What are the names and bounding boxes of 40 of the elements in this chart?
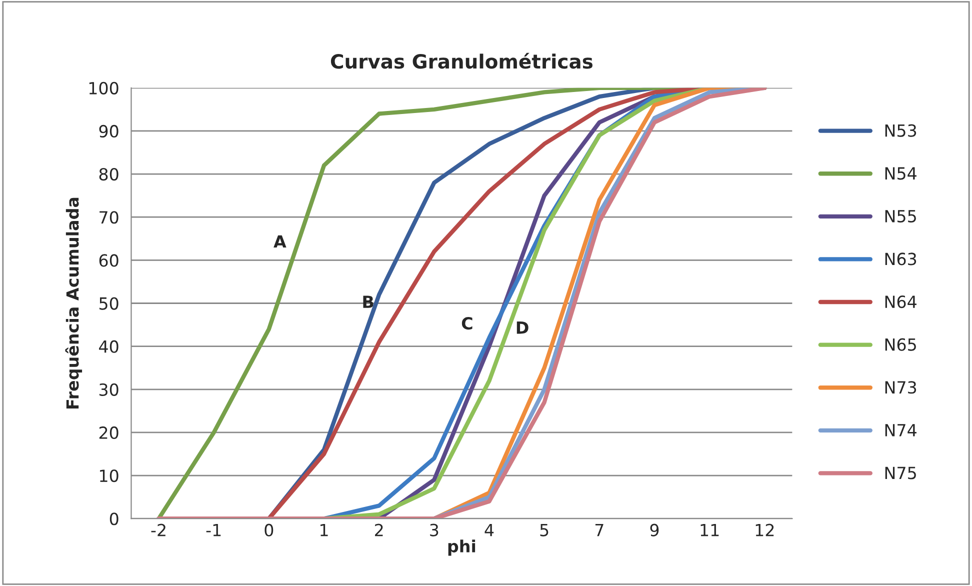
x-tick-label: 1 [320, 524, 328, 536]
annotation: C [462, 317, 472, 330]
x-tick-label: 9 [650, 524, 659, 536]
y-tick-label: 50 [99, 297, 118, 310]
legend-label: N53 [885, 124, 916, 137]
y-tick-label: 90 [99, 124, 118, 138]
legend-label: N55 [885, 210, 916, 222]
x-axis-title: phi [448, 540, 476, 556]
x-tick-label: 5 [540, 524, 548, 536]
line-series [156, 88, 767, 519]
legend-label: N74 [885, 424, 916, 436]
x-tick-label: 0 [264, 524, 274, 536]
x-tick-label: 7 [595, 524, 604, 536]
annotation: B [363, 296, 374, 308]
y-tick-label: 40 [99, 340, 118, 353]
x-tick-label: 12 [756, 524, 774, 536]
x-tick-label: 4 [484, 524, 494, 536]
legend-label: N73 [885, 381, 916, 394]
x-tick-label: -2 [151, 524, 166, 536]
y-tick-label: 20 [99, 426, 118, 440]
legend-label: N65 [885, 338, 916, 351]
legend-label: N75 [885, 466, 916, 480]
y-tick-label: 10 [100, 470, 118, 482]
y-axis-title: Frequência Acumulada [65, 198, 82, 408]
legend-label: N63 [885, 252, 916, 266]
x-tick-label: 3 [430, 524, 438, 536]
legend-label: N64 [885, 295, 916, 308]
annotation: D [516, 322, 528, 334]
chart-title: Curvas Granulométricas [330, 52, 592, 69]
x-tick-label: 11 [700, 524, 719, 536]
y-tick-label: 0 [110, 512, 118, 526]
legend-label: N54 [885, 167, 916, 180]
y-tick-label: 80 [99, 168, 118, 181]
y-tick-label: 30 [99, 383, 118, 396]
y-tick-label: 70 [100, 211, 118, 224]
annotation: A [274, 235, 286, 248]
y-tick-label: 100 [89, 82, 118, 94]
x-tick-label: -1 [206, 524, 221, 536]
y-tick-label: 60 [99, 254, 118, 267]
x-tick-label: 2 [375, 524, 383, 536]
